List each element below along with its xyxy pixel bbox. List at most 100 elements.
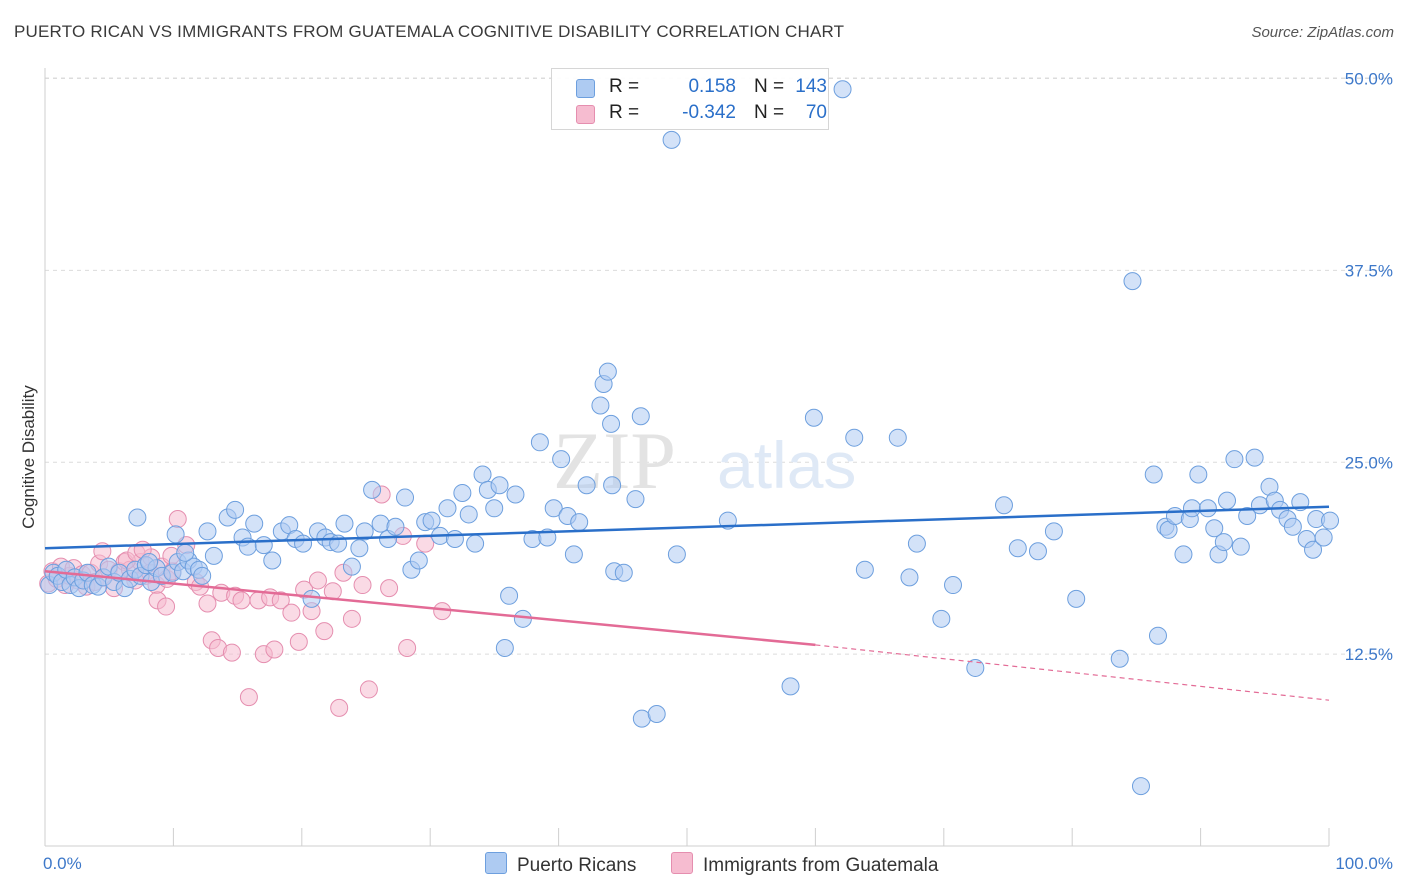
data-point-puerto-rican xyxy=(632,709,651,728)
data-point-puerto-rican xyxy=(804,408,823,427)
data-point-puerto-rican xyxy=(355,522,374,541)
data-point-puerto-rican xyxy=(473,465,492,484)
data-point-guatemala xyxy=(330,698,349,717)
data-point-guatemala xyxy=(239,688,258,707)
data-point-guatemala xyxy=(359,680,378,699)
y-tick-label: 37.5% xyxy=(1345,261,1393,280)
data-point-puerto-rican xyxy=(570,513,589,532)
data-point-puerto-rican xyxy=(1131,777,1150,796)
data-point-puerto-rican xyxy=(647,704,666,723)
legend-swatch-blue xyxy=(576,79,595,98)
data-point-puerto-rican xyxy=(598,362,617,381)
source-credit: Source: ZipAtlas.com xyxy=(1251,24,1394,41)
data-point-puerto-rican xyxy=(603,476,622,495)
data-point-puerto-rican xyxy=(396,488,415,507)
data-point-puerto-rican xyxy=(888,428,907,447)
legend-label: Immigrants from Guatemala xyxy=(703,855,939,876)
data-point-puerto-rican xyxy=(530,433,549,452)
data-point-puerto-rican xyxy=(422,511,441,530)
data-point-puerto-rican xyxy=(263,551,282,570)
x-tick-label: 0.0% xyxy=(43,854,82,873)
data-point-puerto-rican xyxy=(459,505,478,524)
data-point-puerto-rican xyxy=(371,514,390,533)
data-point-guatemala xyxy=(353,576,372,595)
legend-n-label: N = xyxy=(754,102,785,123)
data-point-puerto-rican xyxy=(932,609,951,628)
data-point-puerto-rican xyxy=(1165,506,1184,525)
data-point-puerto-rican xyxy=(140,553,159,572)
correlation-legend: R = 0.158 N = 143 R = -0.342 N = 70 xyxy=(551,68,829,130)
data-point-puerto-rican xyxy=(544,499,563,518)
data-point-puerto-rican xyxy=(245,514,264,533)
legend-swatch-pink xyxy=(671,852,693,874)
data-point-puerto-rican xyxy=(602,414,621,433)
data-point-puerto-rican xyxy=(591,396,610,415)
y-tick-label: 25.0% xyxy=(1345,453,1393,472)
legend-n-value: 143 xyxy=(795,76,827,97)
legend-item-guatemala[interactable]: Immigrants from Guatemala xyxy=(671,852,938,877)
data-point-puerto-rican xyxy=(662,130,681,149)
trend-line-guatemala-extrapolated xyxy=(815,644,1330,701)
legend-n-label: N = xyxy=(754,76,785,97)
data-point-puerto-rican xyxy=(490,476,509,495)
data-point-puerto-rican xyxy=(128,508,147,527)
data-point-guatemala xyxy=(271,591,290,610)
data-point-guatemala xyxy=(342,609,361,628)
data-point-puerto-rican xyxy=(1123,272,1142,291)
data-point-puerto-rican xyxy=(198,522,217,541)
legend-item-puerto-ricans[interactable]: Puerto Ricans xyxy=(485,852,636,877)
data-point-puerto-rican xyxy=(1283,517,1302,536)
data-point-puerto-rican xyxy=(577,476,596,495)
data-point-guatemala xyxy=(289,632,308,651)
legend-swatch-pink xyxy=(576,105,595,124)
data-point-guatemala xyxy=(308,571,327,590)
data-point-puerto-rican xyxy=(226,500,245,519)
data-point-puerto-rican xyxy=(667,545,686,564)
data-point-puerto-rican xyxy=(614,563,633,582)
data-point-puerto-rican xyxy=(631,407,650,426)
data-point-puerto-rican xyxy=(294,534,313,553)
x-tick-label: 100.0% xyxy=(1335,854,1393,873)
data-point-guatemala xyxy=(168,510,187,529)
data-point-puerto-rican xyxy=(1044,522,1063,541)
data-point-guatemala xyxy=(198,594,217,613)
data-point-puerto-rican xyxy=(193,566,212,585)
data-point-puerto-rican xyxy=(500,586,519,605)
data-point-puerto-rican xyxy=(1110,649,1129,668)
data-point-puerto-rican xyxy=(1214,533,1233,552)
data-point-puerto-rican xyxy=(845,428,864,447)
data-point-puerto-rican xyxy=(1174,545,1193,564)
data-point-puerto-rican xyxy=(855,560,874,579)
data-point-puerto-rican xyxy=(833,80,852,99)
data-point-puerto-rican xyxy=(176,543,195,562)
legend-swatch-blue xyxy=(485,852,507,874)
data-point-puerto-rican xyxy=(1231,537,1250,556)
y-axis-title: Cognitive Disability xyxy=(19,385,38,529)
axis-labels: 12.5% 25.0% 37.5% 50.0% 0.0% 100.0% Cognitive … xyxy=(19,70,1393,874)
legend-r-label: R = xyxy=(609,102,640,123)
data-point-puerto-rican xyxy=(204,546,223,565)
data-point-guatemala xyxy=(433,602,452,621)
legend-r-value: -0.342 xyxy=(682,102,736,123)
data-point-puerto-rican xyxy=(1144,465,1163,484)
data-point-puerto-rican xyxy=(1028,542,1047,561)
data-point-puerto-rican xyxy=(944,576,963,595)
data-point-puerto-rican xyxy=(409,551,428,570)
data-point-puerto-rican xyxy=(495,638,514,657)
data-point-puerto-rican xyxy=(363,480,382,499)
data-point-puerto-rican xyxy=(994,496,1013,515)
data-point-guatemala xyxy=(416,534,435,553)
data-point-puerto-rican xyxy=(1321,511,1340,530)
data-point-guatemala xyxy=(157,597,176,616)
data-point-puerto-rican xyxy=(626,490,645,509)
axes xyxy=(44,68,1330,847)
data-point-puerto-rican xyxy=(438,499,457,518)
data-point-guatemala xyxy=(315,622,334,641)
data-point-guatemala xyxy=(282,603,301,622)
data-point-puerto-rican xyxy=(552,450,571,469)
data-point-puerto-rican xyxy=(254,536,273,555)
data-point-guatemala xyxy=(380,579,399,598)
data-point-puerto-rican xyxy=(1314,528,1333,547)
data-point-puerto-rican xyxy=(1304,540,1323,559)
data-point-guatemala xyxy=(232,591,251,610)
